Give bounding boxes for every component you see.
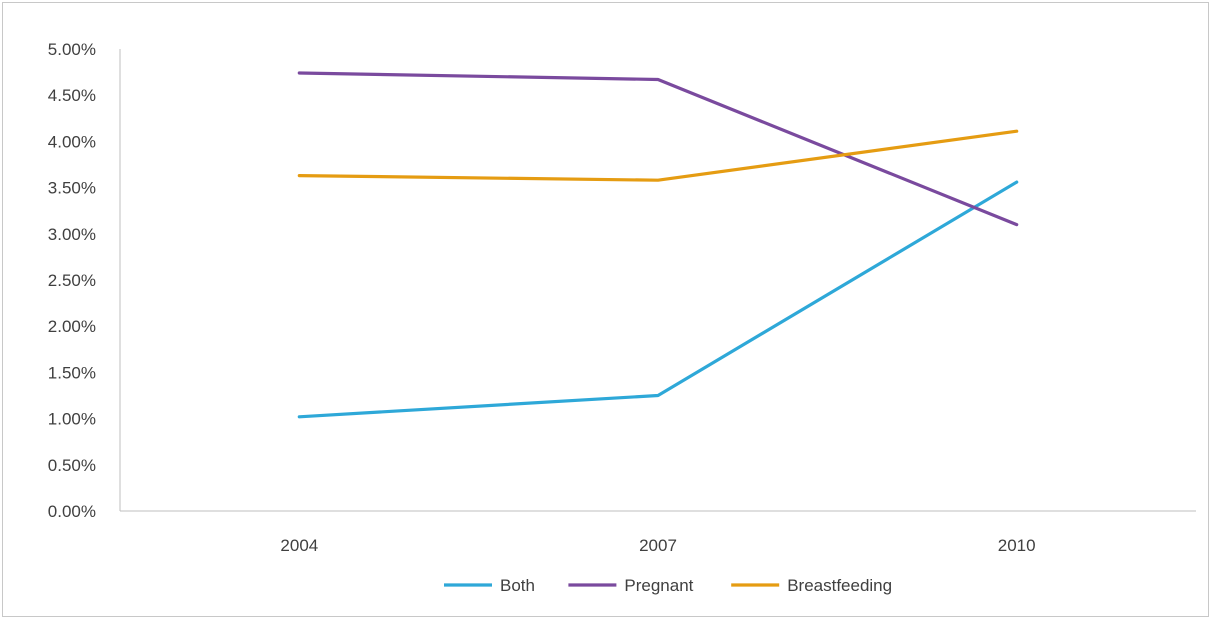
series-line-pregnant <box>297 71 1019 227</box>
y-tick-label: 4.00% <box>48 132 96 151</box>
legend-label: Both <box>500 576 535 595</box>
y-tick-label: 0.00% <box>48 502 96 521</box>
y-tick-label: 3.50% <box>48 179 96 198</box>
legend-item-pregnant: Pregnant <box>568 576 694 595</box>
y-tick-label: 5.00% <box>48 40 96 59</box>
series-line-breastfeeding <box>297 129 1019 182</box>
legend: Both Pregnant Breastfeeding <box>444 576 892 595</box>
y-axis-tick-labels: 0.00% 0.50% 1.00% 1.50% 2.00% 2.50% 3.00% 3.50%… <box>48 40 96 521</box>
legend-label: Breastfeeding <box>787 576 892 595</box>
y-tick-label: 3.00% <box>48 225 96 244</box>
x-axis-tick-labels: 2004 2007 2010 <box>280 536 1035 555</box>
x-tick-label: 2004 <box>280 536 318 555</box>
y-tick-label: 1.00% <box>48 410 96 429</box>
x-tick-label: 2010 <box>998 536 1036 555</box>
y-tick-label: 2.00% <box>48 317 96 336</box>
legend-label: Pregnant <box>624 576 693 595</box>
y-tick-label: 4.50% <box>48 86 96 105</box>
series-line-both <box>297 180 1019 419</box>
line-chart: 0.00% 0.50% 1.00% 1.50% 2.00% 2.50% 3.00% 3.50%… <box>48 40 1196 595</box>
series-lines <box>297 71 1019 419</box>
x-tick-label: 2007 <box>639 536 677 555</box>
y-tick-label: 0.50% <box>48 456 96 475</box>
y-tick-label: 1.50% <box>48 363 96 382</box>
legend-item-both: Both <box>444 576 535 595</box>
legend-item-breastfeeding: Breastfeeding <box>731 576 892 595</box>
y-tick-label: 2.50% <box>48 271 96 290</box>
